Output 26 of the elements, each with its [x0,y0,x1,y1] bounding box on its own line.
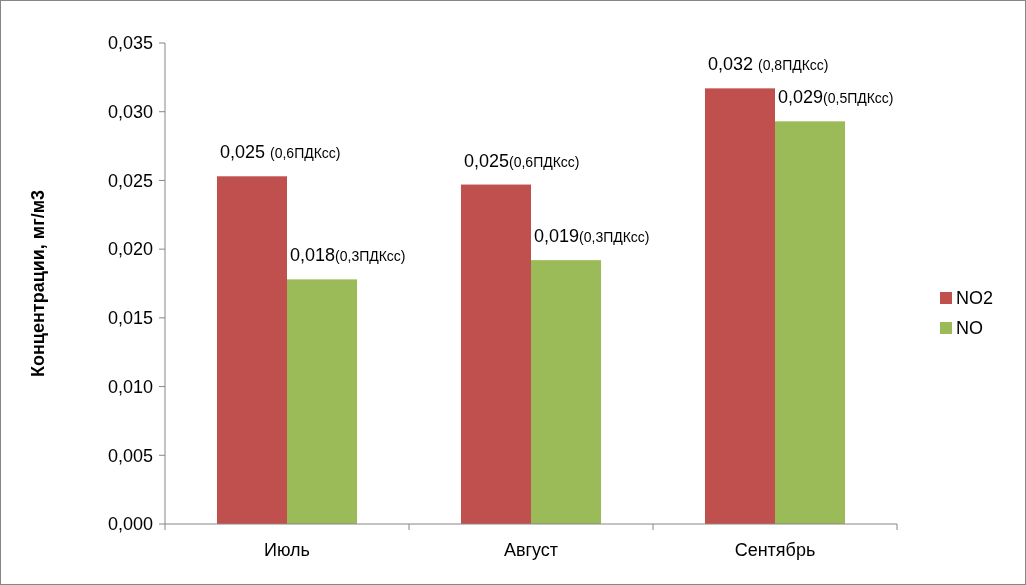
bar [531,260,602,524]
data-label: 0,025(0,6ПДКсс) [463,150,580,171]
bar [287,279,358,524]
bar [775,121,846,524]
x-tick-label: Июль [264,540,310,560]
y-tick-label: 0,020 [107,239,153,260]
x-tick-label: Сентябрь [734,540,816,560]
data-label: 0,018(0,3ПДКсс) [290,245,406,266]
y-tick-label: 0,000 [107,514,153,535]
y-axis-title: Концентрации, мг/м3 [28,190,49,377]
legend-label: NO [956,318,983,339]
bar [216,176,287,524]
data-label: 0,019(0,3ПДКсс) [534,226,650,247]
y-tick-label: 0,035 [107,33,153,54]
bar [460,184,531,524]
data-label: 0,025 (0,6ПДКсс) [219,142,341,163]
data-label: 0,032 (0,8ПДКсс) [707,54,829,75]
x-tick-label: Август [503,540,559,560]
y-tick-label: 0,025 [107,170,153,191]
y-tick-label: 0,015 [107,308,153,329]
y-tick-label: 0,030 [107,102,153,123]
data-label: 0,029(0,5ПДКсс) [778,87,894,108]
bar [704,88,775,524]
y-tick-label: 0,010 [107,376,153,397]
legend-label: NO2 [956,288,994,309]
y-tick-label: 0,005 [107,445,153,466]
